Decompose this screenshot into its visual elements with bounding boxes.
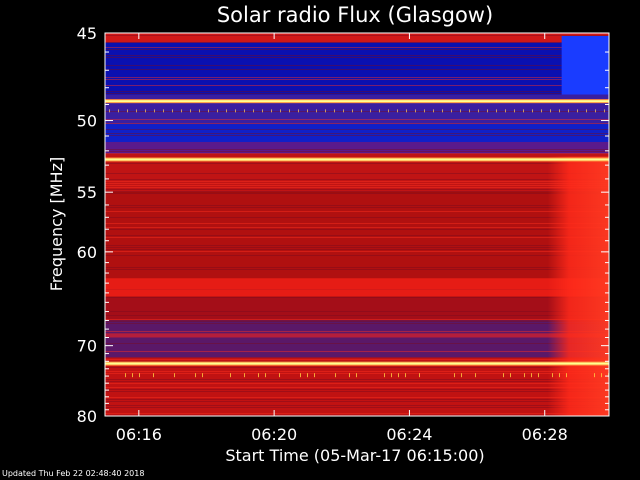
x-axis: 06:16 06:20 06:24 06:28 [116, 33, 568, 444]
update-timestamp: Updated Thu Feb 22 02:48:40 2018 [2, 469, 145, 478]
x-tick-label: 06:28 [522, 425, 568, 444]
y-tick-label: 50 [77, 112, 97, 131]
plot-area [104, 32, 610, 417]
y-axis: 45 50 55 60 70 80 [77, 24, 609, 426]
y-axis-label: Frequency [MHz] [47, 157, 66, 291]
y-tick-label: 70 [77, 337, 97, 356]
x-tick-label: 06:20 [251, 425, 297, 444]
x-tick-label: 06:24 [386, 425, 432, 444]
y-tick-label: 80 [77, 407, 97, 426]
y-tick-label: 55 [77, 183, 97, 202]
y-tick-label: 60 [77, 243, 97, 262]
y-tick-label: 45 [77, 24, 97, 43]
plot-frame [104, 32, 610, 417]
chart-title: Solar radio Flux (Glasgow) [217, 3, 493, 27]
x-axis-label: Start Time (05-Mar-17 06:15:00) [225, 446, 484, 465]
x-tick-label: 06:16 [116, 425, 162, 444]
